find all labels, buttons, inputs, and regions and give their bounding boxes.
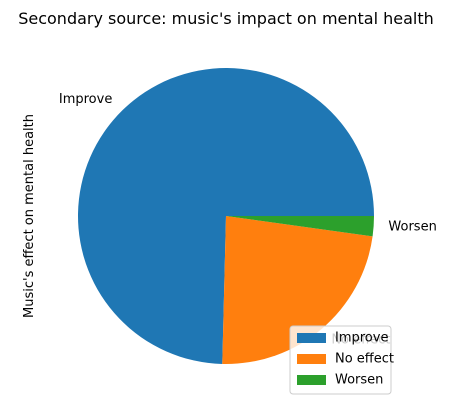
pie-slice-worsen (226, 216, 374, 237)
legend-label-worsen: Worsen (335, 373, 383, 388)
legend: Improve No effect Worsen (289, 325, 394, 395)
legend-swatch-improve (297, 333, 326, 343)
y-axis-label: Music's effect on mental health (22, 114, 37, 318)
pie-slice-improve (78, 67, 375, 364)
slice-label-worsen: Worsen (388, 220, 436, 235)
pie-slice-no-effect (222, 216, 373, 364)
legend-label-no-effect: No effect (335, 352, 394, 367)
legend-entries: Improve No effect Worsen (297, 331, 394, 388)
legend-swatch-no-effect (297, 354, 326, 364)
legend-label-improve: Improve (335, 331, 388, 346)
chart-title: Secondary source: music's impact on ment… (18, 9, 434, 28)
legend-swatch-worsen (297, 375, 326, 385)
pie-slices (78, 67, 375, 364)
slice-label-improve: Improve (59, 92, 112, 107)
